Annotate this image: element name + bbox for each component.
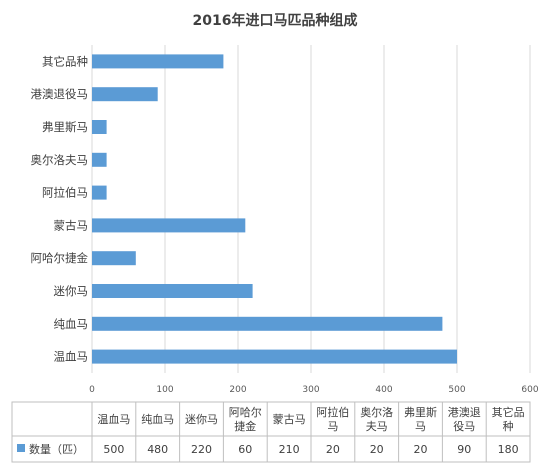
x-tick-label: 600 <box>521 385 538 395</box>
x-axis-ticks: 0 100 200 300 400 500 600 <box>89 385 539 395</box>
bar <box>92 284 253 298</box>
bars <box>92 54 457 364</box>
category-label: 迷你马 <box>54 284 89 298</box>
table-value-cell: 20 <box>414 443 428 456</box>
table-header-cell: 蒙古马 <box>273 413 306 426</box>
table-header-cell: 温血马 <box>97 412 130 426</box>
table-header-cell: 马 <box>415 420 426 433</box>
table-value-cell: 90 <box>457 443 471 456</box>
table-value-cell: 210 <box>279 443 300 456</box>
table-value-cell: 480 <box>147 443 168 456</box>
table-value-cell: 180 <box>498 443 519 456</box>
x-tick-label: 0 <box>89 385 95 395</box>
category-label: 纯血马 <box>54 317 89 331</box>
table-value-cell: 500 <box>103 443 124 456</box>
table-header-cell: 港澳退 <box>448 406 481 419</box>
x-tick-label: 300 <box>302 385 319 395</box>
table-header-cell: 夫马 <box>366 420 388 433</box>
bar <box>92 120 107 134</box>
table-header-cell: 纯血马 <box>141 412 174 426</box>
bar <box>92 87 158 102</box>
category-label: 奥尔洛夫马 <box>31 153 89 167</box>
legend-series-name: 数量（匹） <box>29 443 84 456</box>
table-header-cell: 马 <box>327 420 338 433</box>
bar <box>92 152 107 167</box>
table-border <box>11 401 531 463</box>
table-value-cell: 220 <box>191 443 212 456</box>
x-tick-label: 400 <box>375 385 392 395</box>
table-value-cell: 20 <box>370 443 384 456</box>
table-header-cell: 阿哈尔 <box>229 406 262 419</box>
category-label: 弗里斯马 <box>42 120 88 134</box>
bar <box>92 316 443 331</box>
chart-title: 2016年进口马匹品种组成 <box>193 12 358 29</box>
category-label: 其它品种 <box>42 54 88 68</box>
category-label: 温血马 <box>54 350 89 364</box>
data-table: 温血马 纯血马 迷你马阿哈尔捷金蒙古马阿拉伯马奥尔洛夫马弗里斯马港澳退役马其它品种5… <box>11 401 531 463</box>
table-header-cell: 役马 <box>453 419 475 433</box>
bar <box>92 251 136 266</box>
table-header-cell: 种 <box>503 419 514 433</box>
x-tick-label: 500 <box>448 385 465 395</box>
category-label: 蒙古马 <box>54 218 89 232</box>
table-header-cell: 捷金 <box>234 419 256 433</box>
bar <box>92 349 457 364</box>
bar <box>92 185 107 200</box>
category-label: 阿拉伯马 <box>42 186 88 200</box>
x-tick-label: 200 <box>229 385 246 395</box>
table-header-cell: 迷你马 <box>185 413 218 426</box>
table-header-cell: 其它品 <box>492 405 525 419</box>
table-header-cell: 阿拉伯 <box>316 405 349 419</box>
category-label: 阿哈尔捷金 <box>31 251 89 265</box>
gridlines <box>91 45 531 373</box>
table-value-cell: 60 <box>238 443 252 456</box>
bar <box>92 54 224 69</box>
bar <box>92 218 246 233</box>
table-header-cell: 弗里斯 <box>404 405 437 419</box>
legend-swatch <box>17 444 25 452</box>
category-label: 港澳退役马 <box>31 87 89 101</box>
x-tick-label: 100 <box>156 385 173 395</box>
table-header-cell: 奥尔洛 <box>360 405 393 419</box>
category-labels: 温血马 纯血马 迷你马 阿哈尔捷金 蒙古马 阿拉伯马 奥尔洛夫马 弗里斯马 港澳退役马 其它品种 <box>31 54 89 363</box>
table-value-cell: 20 <box>326 443 340 456</box>
